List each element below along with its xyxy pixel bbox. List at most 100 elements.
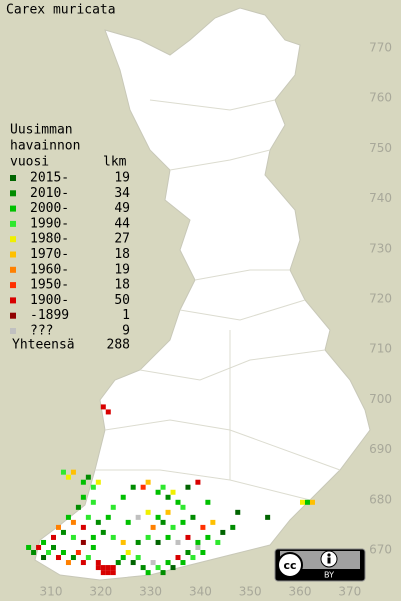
legend-label: 2000- — [30, 201, 69, 216]
north-label: 760 — [369, 91, 392, 105]
total-label: Yhteensä — [12, 338, 75, 353]
record-square — [140, 565, 146, 571]
record-square — [190, 555, 196, 561]
record-square — [135, 539, 141, 545]
legend-count: 34 — [114, 186, 130, 201]
record-square — [309, 499, 315, 505]
legend-swatch — [10, 282, 16, 289]
record-square — [185, 550, 191, 555]
record-square — [36, 544, 42, 550]
record-square — [105, 570, 111, 576]
legend-swatch — [10, 251, 16, 258]
record-square — [165, 560, 171, 566]
record-square — [95, 560, 101, 566]
legend-swatch — [10, 205, 16, 212]
record-square — [165, 509, 171, 515]
record-square — [130, 484, 136, 490]
legend-count: 19 — [114, 171, 130, 186]
record-square — [90, 544, 96, 550]
record-square — [195, 539, 201, 545]
legend-label: 1990- — [30, 216, 69, 231]
record-square — [125, 550, 131, 555]
record-square — [220, 529, 226, 535]
record-square — [80, 539, 86, 545]
legend-label: 1970- — [30, 247, 69, 262]
record-square — [95, 565, 101, 571]
record-square — [31, 550, 37, 555]
legend-count: 18 — [114, 278, 130, 293]
record-square — [155, 565, 161, 571]
legend-count: 27 — [114, 232, 130, 247]
legend-swatch — [10, 220, 16, 227]
record-square — [195, 544, 201, 550]
record-square — [95, 479, 101, 485]
finland-outline — [34, 7, 371, 581]
record-square — [150, 524, 156, 530]
legend-heading: Uusimman — [10, 123, 73, 138]
north-label: 740 — [369, 191, 392, 205]
record-square — [215, 539, 221, 545]
legend: Uusimman havainnon vuosi lkm Yhteensä 28… — [10, 123, 130, 353]
east-label: 320 — [89, 585, 112, 599]
north-label: 720 — [369, 292, 392, 306]
title: Carex muricata — [6, 3, 116, 18]
legend-label: 1950- — [30, 278, 69, 293]
record-square — [110, 565, 116, 571]
legend-label: -1899 — [30, 308, 69, 323]
record-square — [145, 534, 151, 540]
legend-label: ??? — [30, 324, 53, 339]
legend-label: 2010- — [30, 186, 69, 201]
record-square — [105, 565, 111, 571]
east-label: 330 — [139, 585, 162, 599]
record-square — [115, 560, 121, 566]
legend-count-heading: lkm — [103, 155, 127, 170]
legend-swatch — [10, 328, 16, 334]
record-square — [155, 489, 161, 495]
record-square — [125, 519, 131, 525]
legend-swatch — [10, 297, 16, 304]
east-label: 340 — [189, 585, 212, 599]
record-square — [205, 499, 211, 505]
record-square — [120, 555, 126, 561]
north-label: 710 — [369, 342, 392, 356]
record-square — [85, 555, 91, 561]
record-square — [80, 560, 86, 566]
record-square — [155, 539, 161, 545]
record-square — [145, 509, 151, 515]
record-square — [165, 534, 171, 540]
record-square — [75, 550, 81, 555]
record-square — [95, 519, 101, 525]
legend-count: 19 — [114, 262, 130, 277]
region-borders — [95, 99, 341, 501]
license-badge: cc BY — [274, 548, 366, 582]
record-square — [51, 534, 56, 540]
record-square — [180, 504, 186, 510]
record-square — [41, 539, 47, 545]
record-square — [70, 534, 76, 540]
record-square — [60, 469, 66, 475]
legend-heading: vuosi — [10, 155, 49, 170]
north-label: 670 — [369, 543, 392, 557]
record-square — [205, 534, 211, 540]
record-square — [65, 514, 71, 520]
east-label: 370 — [338, 585, 361, 599]
legend-label: 1900- — [30, 293, 69, 308]
record-square — [145, 479, 151, 485]
record-square — [230, 524, 236, 530]
record-square — [60, 529, 66, 535]
by-mark: BY — [324, 571, 334, 580]
record-square — [235, 509, 241, 515]
record-square — [100, 565, 106, 571]
record-square — [70, 555, 76, 561]
record-square — [85, 514, 91, 520]
record-square — [160, 484, 166, 490]
legend-count: 44 — [114, 216, 130, 231]
legend-count: 49 — [114, 201, 130, 216]
record-square — [70, 519, 76, 525]
record-square — [55, 524, 61, 530]
record-square — [130, 560, 136, 566]
record-square — [80, 479, 86, 485]
record-square — [165, 494, 171, 500]
record-square — [80, 494, 86, 500]
